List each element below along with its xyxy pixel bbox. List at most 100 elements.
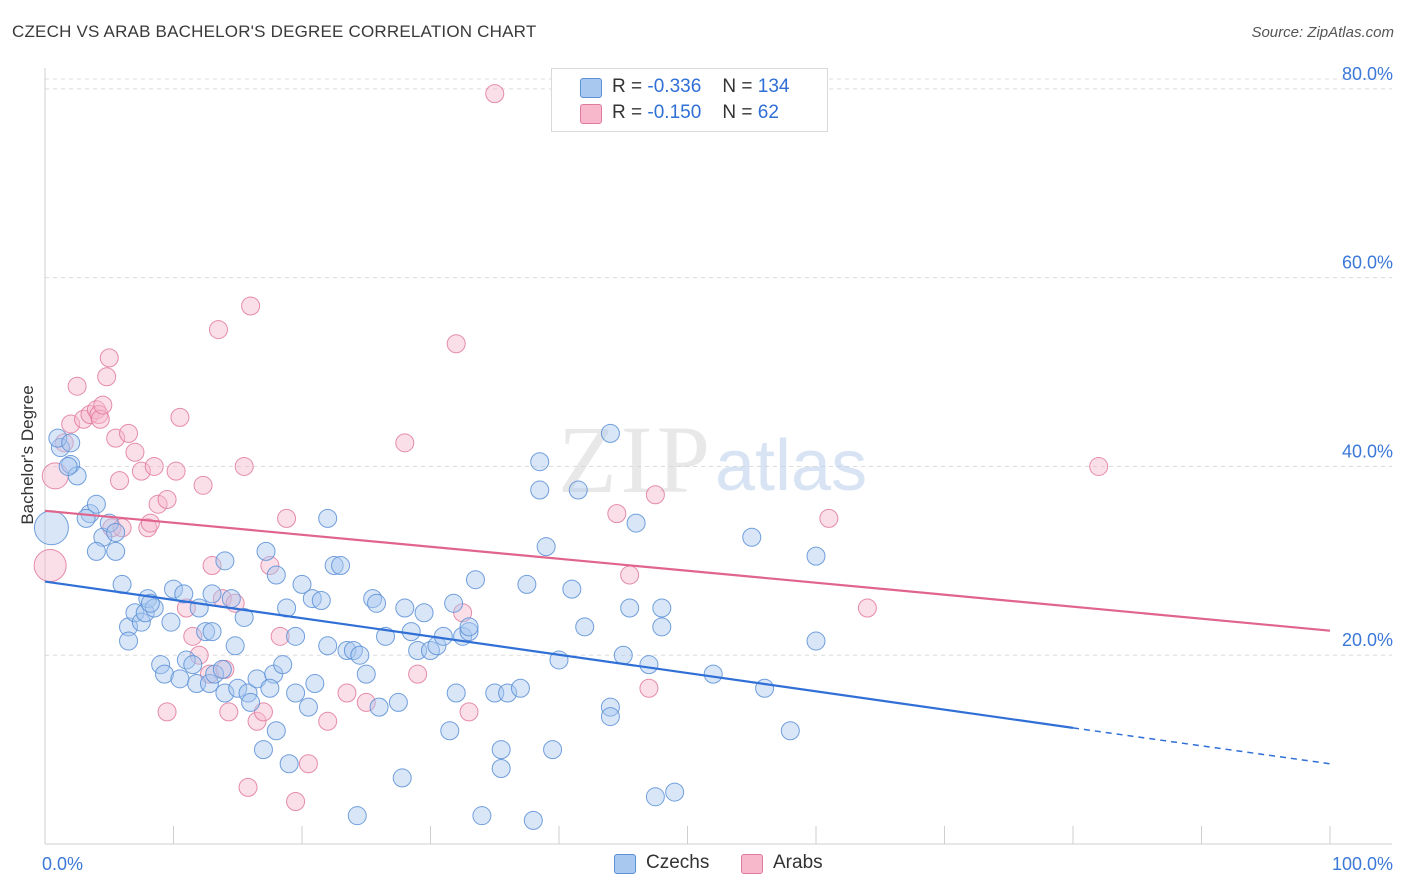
legend-arab-r-value: -0.150 [647,102,702,123]
czech-point-94 [491,758,511,778]
arab-point-62 [819,508,839,528]
czech-point-111 [620,598,640,618]
arab-point-11 [97,367,117,387]
bottom-legend-swatch-arabs [741,854,763,874]
czech-point-64 [324,556,344,576]
axes [44,68,1392,845]
arab-point-50 [337,683,357,703]
czech-point-38 [215,683,235,703]
legend-czech-r-label: R = [612,76,643,97]
bottom-legend-label-arabs: Arabs [773,852,823,873]
czech-point-55 [286,683,306,703]
czech-point-21 [151,655,171,675]
czech-point-10 [86,541,106,561]
arab-point-9 [90,409,110,429]
czech-point-39 [221,589,241,609]
arab-point-34 [208,320,228,340]
arab-point-53 [408,664,428,684]
grid-lines [45,78,1392,656]
arab-point-3 [61,414,81,434]
czech-point-72 [367,593,387,613]
czech-point-70 [356,664,376,684]
czech-point-114 [645,787,665,807]
y-tick-label-60: 60.0% [1342,253,1393,273]
arab-point-24 [157,489,177,509]
arab-point-49 [318,711,338,731]
watermark-zip: ZIP [558,406,714,513]
czech-point-80 [414,603,434,623]
arab-point-26 [166,461,186,481]
arab-point-19 [131,461,151,481]
czech-point-32 [199,674,219,694]
czech-point-14 [119,631,139,651]
czech-point-2 [48,428,68,448]
arab-point-60 [639,678,659,698]
czech-point-11 [106,541,126,561]
czech-point-95 [498,683,518,703]
czech-point-56 [286,626,306,646]
arab-point-45 [270,626,290,646]
czech-point-44 [241,692,261,712]
czech-point-26 [174,584,194,604]
czech-point-109 [600,707,620,727]
czech-point-126 [58,456,78,476]
czech-point-22 [155,664,175,684]
czech-point-37 [215,551,235,571]
arab-point-15 [110,471,130,491]
czech-point-69 [350,645,370,665]
legend-arab-n-value: 62 [757,102,779,123]
arab-point-52 [395,433,415,453]
watermark: ZIP atlas [558,406,867,513]
chart-title: CZECH VS ARAB BACHELOR'S DEGREE CORRELAT… [12,22,537,41]
arab-point-57 [485,84,505,104]
czech-point-125 [61,433,81,453]
czech-point-41 [228,678,248,698]
czech-point-97 [517,574,537,594]
czech-point-84 [440,721,460,741]
czech-point-98 [523,810,543,830]
czech-point-115 [652,598,672,618]
czech-point-88 [459,622,479,642]
czech-trend-extension [1072,727,1331,765]
y-tick-label-20: 20.0% [1342,630,1393,650]
legend-czech-n-label: N = [722,76,753,97]
czech-point-13 [119,617,139,637]
chart-source: Source: ZipAtlas.com [1251,24,1394,41]
arab-point-46 [277,508,297,528]
arab-trend-line [44,509,1331,632]
arab-point-63 [857,598,877,618]
legend-swatch-czech [580,78,602,98]
y-tick-label-40: 40.0% [1342,441,1393,461]
tick-labels: 20.0% 40.0% 60.0% 80.0% 0.0% 100.0% [42,64,1393,874]
czech-point-31 [196,622,216,642]
series-arabs-points [33,84,1109,812]
czech-point-24 [164,579,183,599]
y-tick-label-80: 80.0% [1342,64,1393,84]
czech-point-86 [446,683,466,703]
czech-point-89 [459,617,479,637]
watermark-atlas: atlas [715,426,867,506]
arab-point-64 [1089,456,1109,476]
x-tick-label-0: 0.0% [42,854,83,874]
czech-point-8 [99,513,119,533]
czech-point-1 [61,455,81,475]
czech-point-124 [33,510,69,546]
arab-point-58 [607,504,627,524]
czech-point-105 [568,480,588,500]
arab-point-30 [189,645,209,665]
bottom-legend-swatch-czechs [614,854,636,874]
czech-point-15 [125,603,145,623]
czech-point-33 [202,584,222,604]
arab-point-10 [93,395,113,415]
czech-point-110 [613,645,633,665]
czech-point-100 [530,480,550,500]
czech-point-78 [401,622,421,642]
czech-point-65 [331,556,351,576]
czech-point-16 [131,612,151,632]
czech-point-52 [273,655,293,675]
arab-point-44 [260,556,280,576]
czech-point-116 [652,617,672,637]
legend-arab-n-label: N = [722,102,753,123]
czech-point-28 [183,655,203,675]
czech-point-50 [266,565,286,585]
